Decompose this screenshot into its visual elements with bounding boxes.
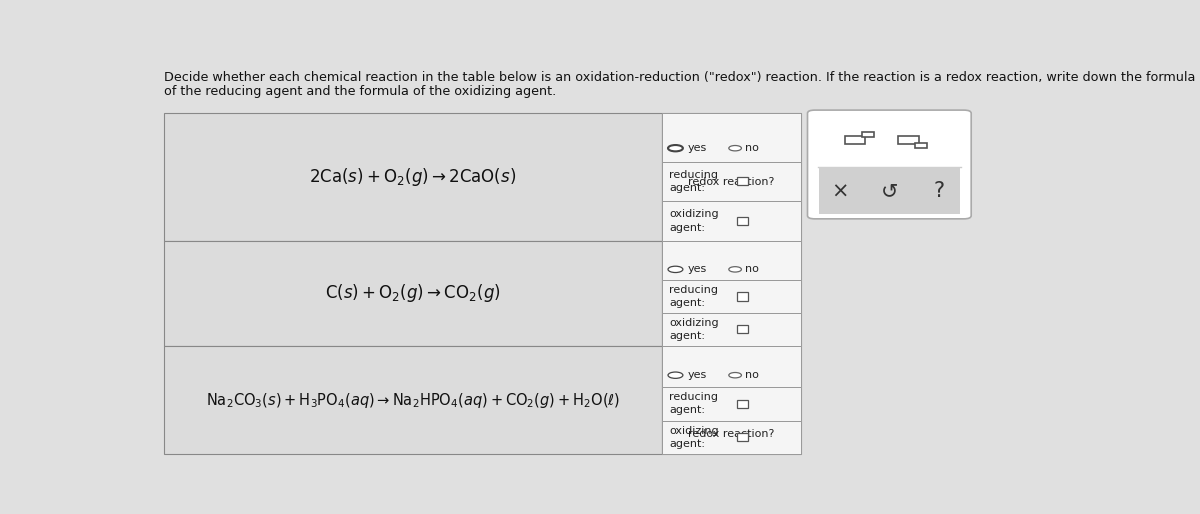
Bar (916, 143, 928, 148)
Bar (661, 387, 802, 420)
Circle shape (668, 372, 683, 378)
Bar (661, 162, 802, 201)
Bar (737, 177, 749, 186)
Bar (899, 136, 919, 144)
Bar (661, 201, 802, 241)
Text: Decide whether each chemical reaction in the table below is an oxidation-reducti: Decide whether each chemical reaction in… (164, 71, 1195, 84)
Bar (661, 346, 802, 387)
Text: reducing
agent:: reducing agent: (668, 392, 718, 415)
FancyBboxPatch shape (808, 110, 971, 219)
Bar (818, 167, 960, 214)
Text: oxidizing
agent:: oxidizing agent: (668, 426, 719, 449)
Bar (845, 136, 865, 144)
Text: yes: yes (688, 143, 707, 153)
Text: reducing
agent:: reducing agent: (668, 285, 718, 308)
Bar (737, 399, 749, 408)
Circle shape (728, 145, 742, 151)
Bar (737, 325, 749, 333)
Circle shape (728, 373, 742, 378)
Bar (737, 292, 749, 301)
Text: $\mathrm{Na_2CO_3}(s) + \mathrm{H_3PO_4}(aq) \rightarrow \mathrm{Na_2HPO_4}(aq) : $\mathrm{Na_2CO_3}(s) + \mathrm{H_3PO_4}… (205, 391, 620, 410)
Text: no: no (745, 143, 760, 153)
Text: redox reaction?: redox reaction? (688, 429, 774, 439)
Text: yes: yes (688, 264, 707, 274)
Bar (164, 346, 661, 454)
Bar (737, 217, 749, 225)
Bar (661, 313, 802, 346)
Text: $\mathrm{C}(s) + \mathrm{O_2}(g) \rightarrow \mathrm{CO_2}(g)$: $\mathrm{C}(s) + \mathrm{O_2}(g) \righta… (325, 283, 500, 304)
Text: no: no (745, 264, 760, 274)
Text: no: no (745, 370, 760, 380)
Text: reducing
agent:: reducing agent: (668, 170, 718, 193)
Bar (862, 132, 874, 137)
Text: ?: ? (934, 181, 944, 201)
Bar (164, 241, 661, 346)
Circle shape (728, 267, 742, 272)
Bar (661, 113, 802, 162)
Circle shape (668, 266, 683, 272)
Text: redox reaction?: redox reaction? (688, 177, 774, 187)
Bar (164, 113, 661, 241)
Text: yes: yes (688, 370, 707, 380)
Bar (661, 241, 802, 280)
Text: oxidizing
agent:: oxidizing agent: (668, 210, 719, 233)
Text: ↺: ↺ (881, 181, 898, 201)
Text: ×: × (830, 181, 848, 201)
Text: of the reducing agent and the formula of the oxidizing agent.: of the reducing agent and the formula of… (164, 85, 557, 98)
Circle shape (668, 145, 683, 151)
Bar (661, 113, 802, 454)
Text: $2\mathrm{Ca}(s) + \mathrm{O_2}(g) \rightarrow 2\mathrm{CaO}(s)$: $2\mathrm{Ca}(s) + \mathrm{O_2}(g) \righ… (310, 166, 516, 188)
Text: oxidizing
agent:: oxidizing agent: (668, 318, 719, 341)
Bar (661, 280, 802, 313)
Bar (737, 433, 749, 442)
Bar (661, 420, 802, 454)
